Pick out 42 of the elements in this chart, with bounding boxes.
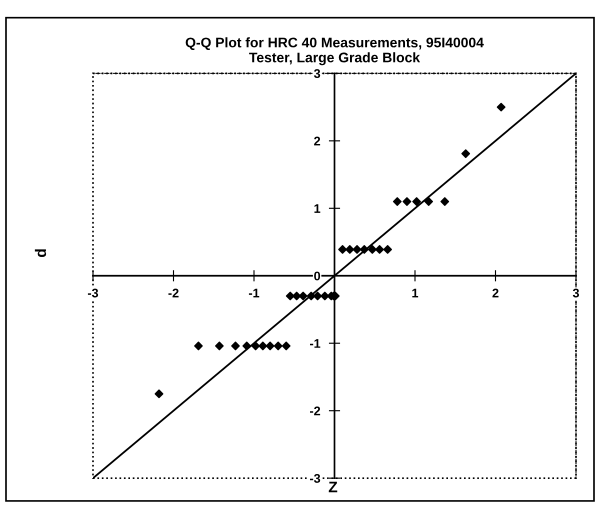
x-tick-label: -3 (88, 288, 98, 298)
point (242, 342, 252, 350)
point (440, 197, 450, 206)
point (313, 292, 322, 300)
point (194, 342, 203, 350)
point (383, 245, 392, 254)
point (412, 197, 421, 206)
y-tick-label: 0 (314, 272, 320, 280)
point (251, 342, 260, 350)
point (266, 342, 274, 350)
y-tick-label: 1 (314, 204, 320, 213)
point (496, 102, 506, 112)
x-axis-title: Z (328, 482, 338, 492)
point (274, 342, 283, 350)
y-tick-label: 3 (314, 69, 320, 78)
point (345, 245, 354, 254)
point (402, 197, 412, 206)
y-tick-label: 2 (314, 136, 320, 146)
point (258, 342, 268, 350)
x-tick-label: 1 (412, 288, 418, 298)
point (154, 389, 164, 398)
point (338, 245, 347, 254)
point (360, 245, 369, 254)
y-axis-title: d (34, 249, 46, 258)
y-tick-label: -1 (310, 339, 320, 348)
x-tick-label: 2 (492, 288, 498, 298)
x-tick-label: -1 (248, 288, 260, 298)
x-tick-label: -2 (168, 288, 179, 298)
x-tick-label: 3 (572, 288, 580, 298)
y-tick-label: -3 (310, 474, 320, 483)
point (461, 149, 470, 158)
point (424, 197, 434, 206)
point (368, 245, 377, 254)
point (352, 245, 362, 254)
point (298, 292, 308, 300)
point (375, 245, 384, 254)
point (231, 342, 240, 350)
point (282, 342, 291, 350)
chart-title: Q-Q Plot for HRC 40 Measurements, 95I40004 Tester, Large Grade Block (186, 37, 484, 66)
point (215, 342, 224, 350)
y-tick-label: -2 (310, 406, 320, 416)
point (392, 197, 402, 206)
